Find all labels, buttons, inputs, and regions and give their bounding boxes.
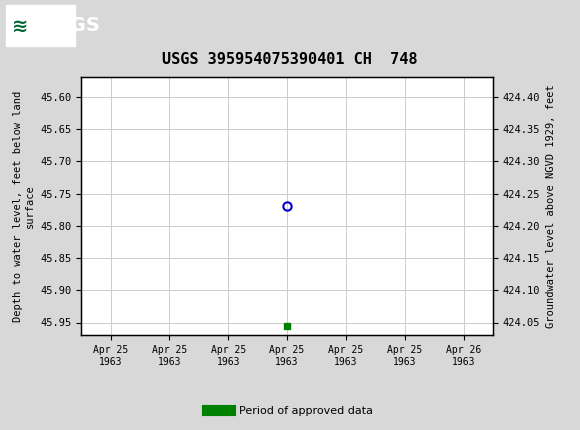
Text: USGS: USGS — [41, 16, 100, 35]
Text: USGS 395954075390401 CH  748: USGS 395954075390401 CH 748 — [162, 52, 418, 67]
Y-axis label: Groundwater level above NGVD 1929, feet: Groundwater level above NGVD 1929, feet — [546, 85, 556, 328]
Text: ≋: ≋ — [12, 16, 28, 35]
Y-axis label: Depth to water level, feet below land
surface: Depth to water level, feet below land su… — [13, 91, 35, 322]
Legend: Period of approved data: Period of approved data — [203, 401, 377, 420]
FancyBboxPatch shape — [6, 5, 75, 46]
